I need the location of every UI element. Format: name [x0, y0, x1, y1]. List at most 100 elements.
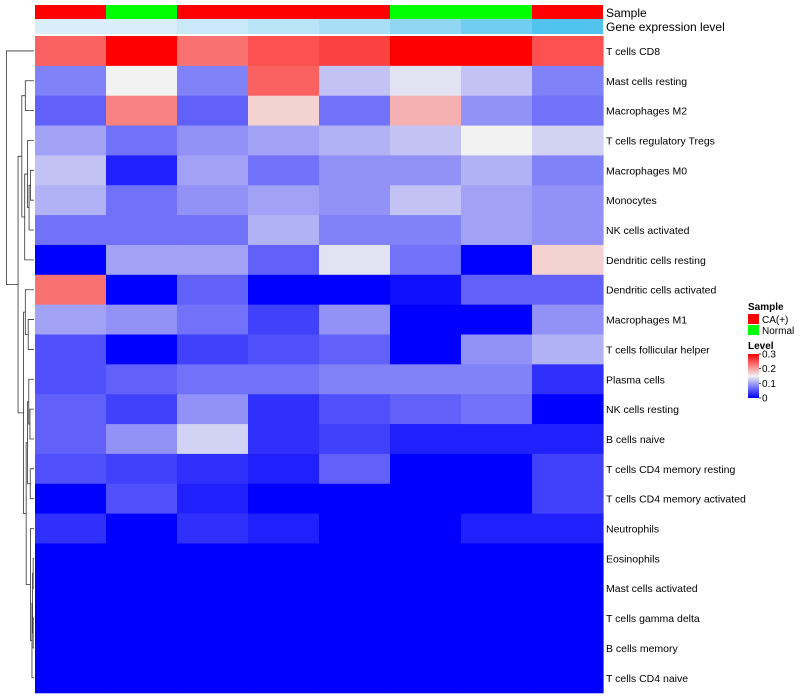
- heatmap-cell: [319, 543, 391, 574]
- heatmap-cell: [106, 603, 178, 634]
- heatmap-cell: [390, 453, 462, 485]
- heatmap-cell: [532, 244, 604, 276]
- dendrogram-branch: [29, 408, 34, 440]
- heatmap-cell: [177, 453, 249, 485]
- heatmap-cell: [35, 543, 107, 574]
- heatmap-cell: [35, 424, 107, 455]
- row-label: B cells memory: [606, 643, 679, 655]
- heatmap-cell: [532, 453, 604, 485]
- heatmap-cell: [461, 215, 533, 246]
- expression-track-label: Gene expression level: [606, 20, 725, 34]
- heatmap-cell: [35, 274, 107, 306]
- heatmap-cell: [248, 662, 320, 694]
- heatmap-cell: [319, 633, 391, 664]
- expression-track-cell: [319, 19, 390, 34]
- heatmap-cell: [461, 513, 533, 545]
- heatmap-cell: [35, 65, 107, 97]
- level-colorbar: [748, 354, 759, 398]
- heatmap-cell: [177, 662, 249, 694]
- heatmap-cell: [177, 543, 249, 574]
- heatmap-cell: [177, 95, 249, 127]
- heatmap-cell: [35, 513, 107, 545]
- row-label: T cells regulatory Tregs: [606, 135, 715, 147]
- heatmap-cell: [532, 185, 604, 216]
- heatmap-cell: [390, 125, 462, 156]
- heatmap-cell: [532, 633, 604, 664]
- heatmap-cell: [35, 36, 107, 67]
- heatmap-cell: [248, 394, 320, 425]
- heatmap-cell: [461, 36, 533, 67]
- heatmap-cell: [319, 424, 391, 455]
- heatmap-cell: [532, 513, 604, 545]
- row-label: NK cells resting: [606, 404, 679, 416]
- heatmap-cell: [532, 125, 604, 156]
- heatmap-cell: [248, 543, 320, 574]
- heatmap-cell: [248, 65, 320, 97]
- level-tick-label: 0.1: [762, 379, 776, 390]
- sample-track-cell: [461, 5, 532, 19]
- sample-legend-title: Sample: [748, 302, 784, 313]
- heatmap-cell: [532, 215, 604, 246]
- heatmap-cell: [532, 65, 604, 97]
- heatmap-cell: [35, 185, 107, 216]
- heatmap-cell: [177, 633, 249, 664]
- row-label: Dendritic cells resting: [606, 255, 706, 267]
- row-label: Mast cells activated: [606, 583, 698, 595]
- heatmap-cell: [177, 215, 249, 246]
- heatmap-cell: [177, 334, 249, 365]
- heatmap-cell: [248, 244, 320, 276]
- heatmap-cell: [177, 36, 249, 67]
- heatmap-cell: [390, 274, 462, 306]
- heatmap-cell: [461, 573, 533, 604]
- heatmap-cells: [35, 36, 604, 694]
- sample-legend-label: CA(+): [762, 315, 788, 326]
- heatmap-cell: [177, 513, 249, 545]
- expression-track-cell: [461, 19, 532, 34]
- level-tick-label: 0.3: [762, 350, 776, 361]
- heatmap-cell: [390, 543, 462, 574]
- row-label: B cells naive: [606, 434, 665, 446]
- heatmap-cell: [390, 334, 462, 365]
- heatmap-cell: [106, 185, 178, 216]
- heatmap-cell: [390, 244, 462, 276]
- heatmap-cell: [248, 513, 320, 545]
- heatmap-cell: [35, 95, 107, 127]
- heatmap-cell: [319, 364, 391, 395]
- heatmap-cell: [319, 36, 391, 67]
- level-legend-title: Level: [748, 341, 774, 352]
- heatmap-cell: [532, 36, 604, 67]
- heatmap-cell: [35, 244, 107, 276]
- heatmap-cell: [319, 95, 391, 127]
- heatmap-cell: [35, 304, 107, 336]
- sample-legend-swatch: [748, 314, 759, 324]
- heatmap-cell: [461, 155, 533, 186]
- heatmap-cell: [532, 543, 604, 574]
- heatmap-cell: [248, 483, 320, 515]
- heatmap-cell: [390, 603, 462, 634]
- heatmap-cell: [106, 304, 178, 336]
- heatmap-cell: [106, 65, 178, 97]
- row-label: Plasma cells: [606, 374, 665, 386]
- heatmap-cell: [461, 65, 533, 97]
- heatmap-cell: [319, 274, 391, 306]
- heatmap-cell: [177, 185, 249, 216]
- heatmap-cell: [248, 125, 320, 156]
- heatmap-cell: [106, 244, 178, 276]
- expression-track-cell: [532, 19, 603, 34]
- heatmap-cell: [461, 125, 533, 156]
- heatmap-cell: [390, 95, 462, 127]
- heatmap-cell: [177, 483, 249, 515]
- expression-track-cell: [106, 19, 177, 34]
- row-label: Monocytes: [606, 195, 657, 207]
- row-dendrogram: [6, 50, 34, 679]
- dendrogram-branch: [17, 155, 24, 414]
- heatmap-cell: [390, 304, 462, 336]
- heatmap-cell: [248, 334, 320, 365]
- heatmap-cell: [319, 483, 391, 515]
- heatmap-cell: [390, 483, 462, 515]
- heatmap-cell: [248, 364, 320, 395]
- heatmap-cell: [35, 453, 107, 485]
